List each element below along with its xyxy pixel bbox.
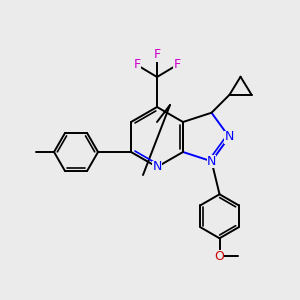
Text: N: N [152, 160, 162, 173]
Text: F: F [154, 49, 160, 62]
Text: N: N [224, 130, 234, 143]
Text: F: F [173, 58, 181, 71]
Text: N: N [207, 155, 216, 168]
Text: F: F [134, 58, 141, 71]
Text: O: O [214, 250, 224, 263]
